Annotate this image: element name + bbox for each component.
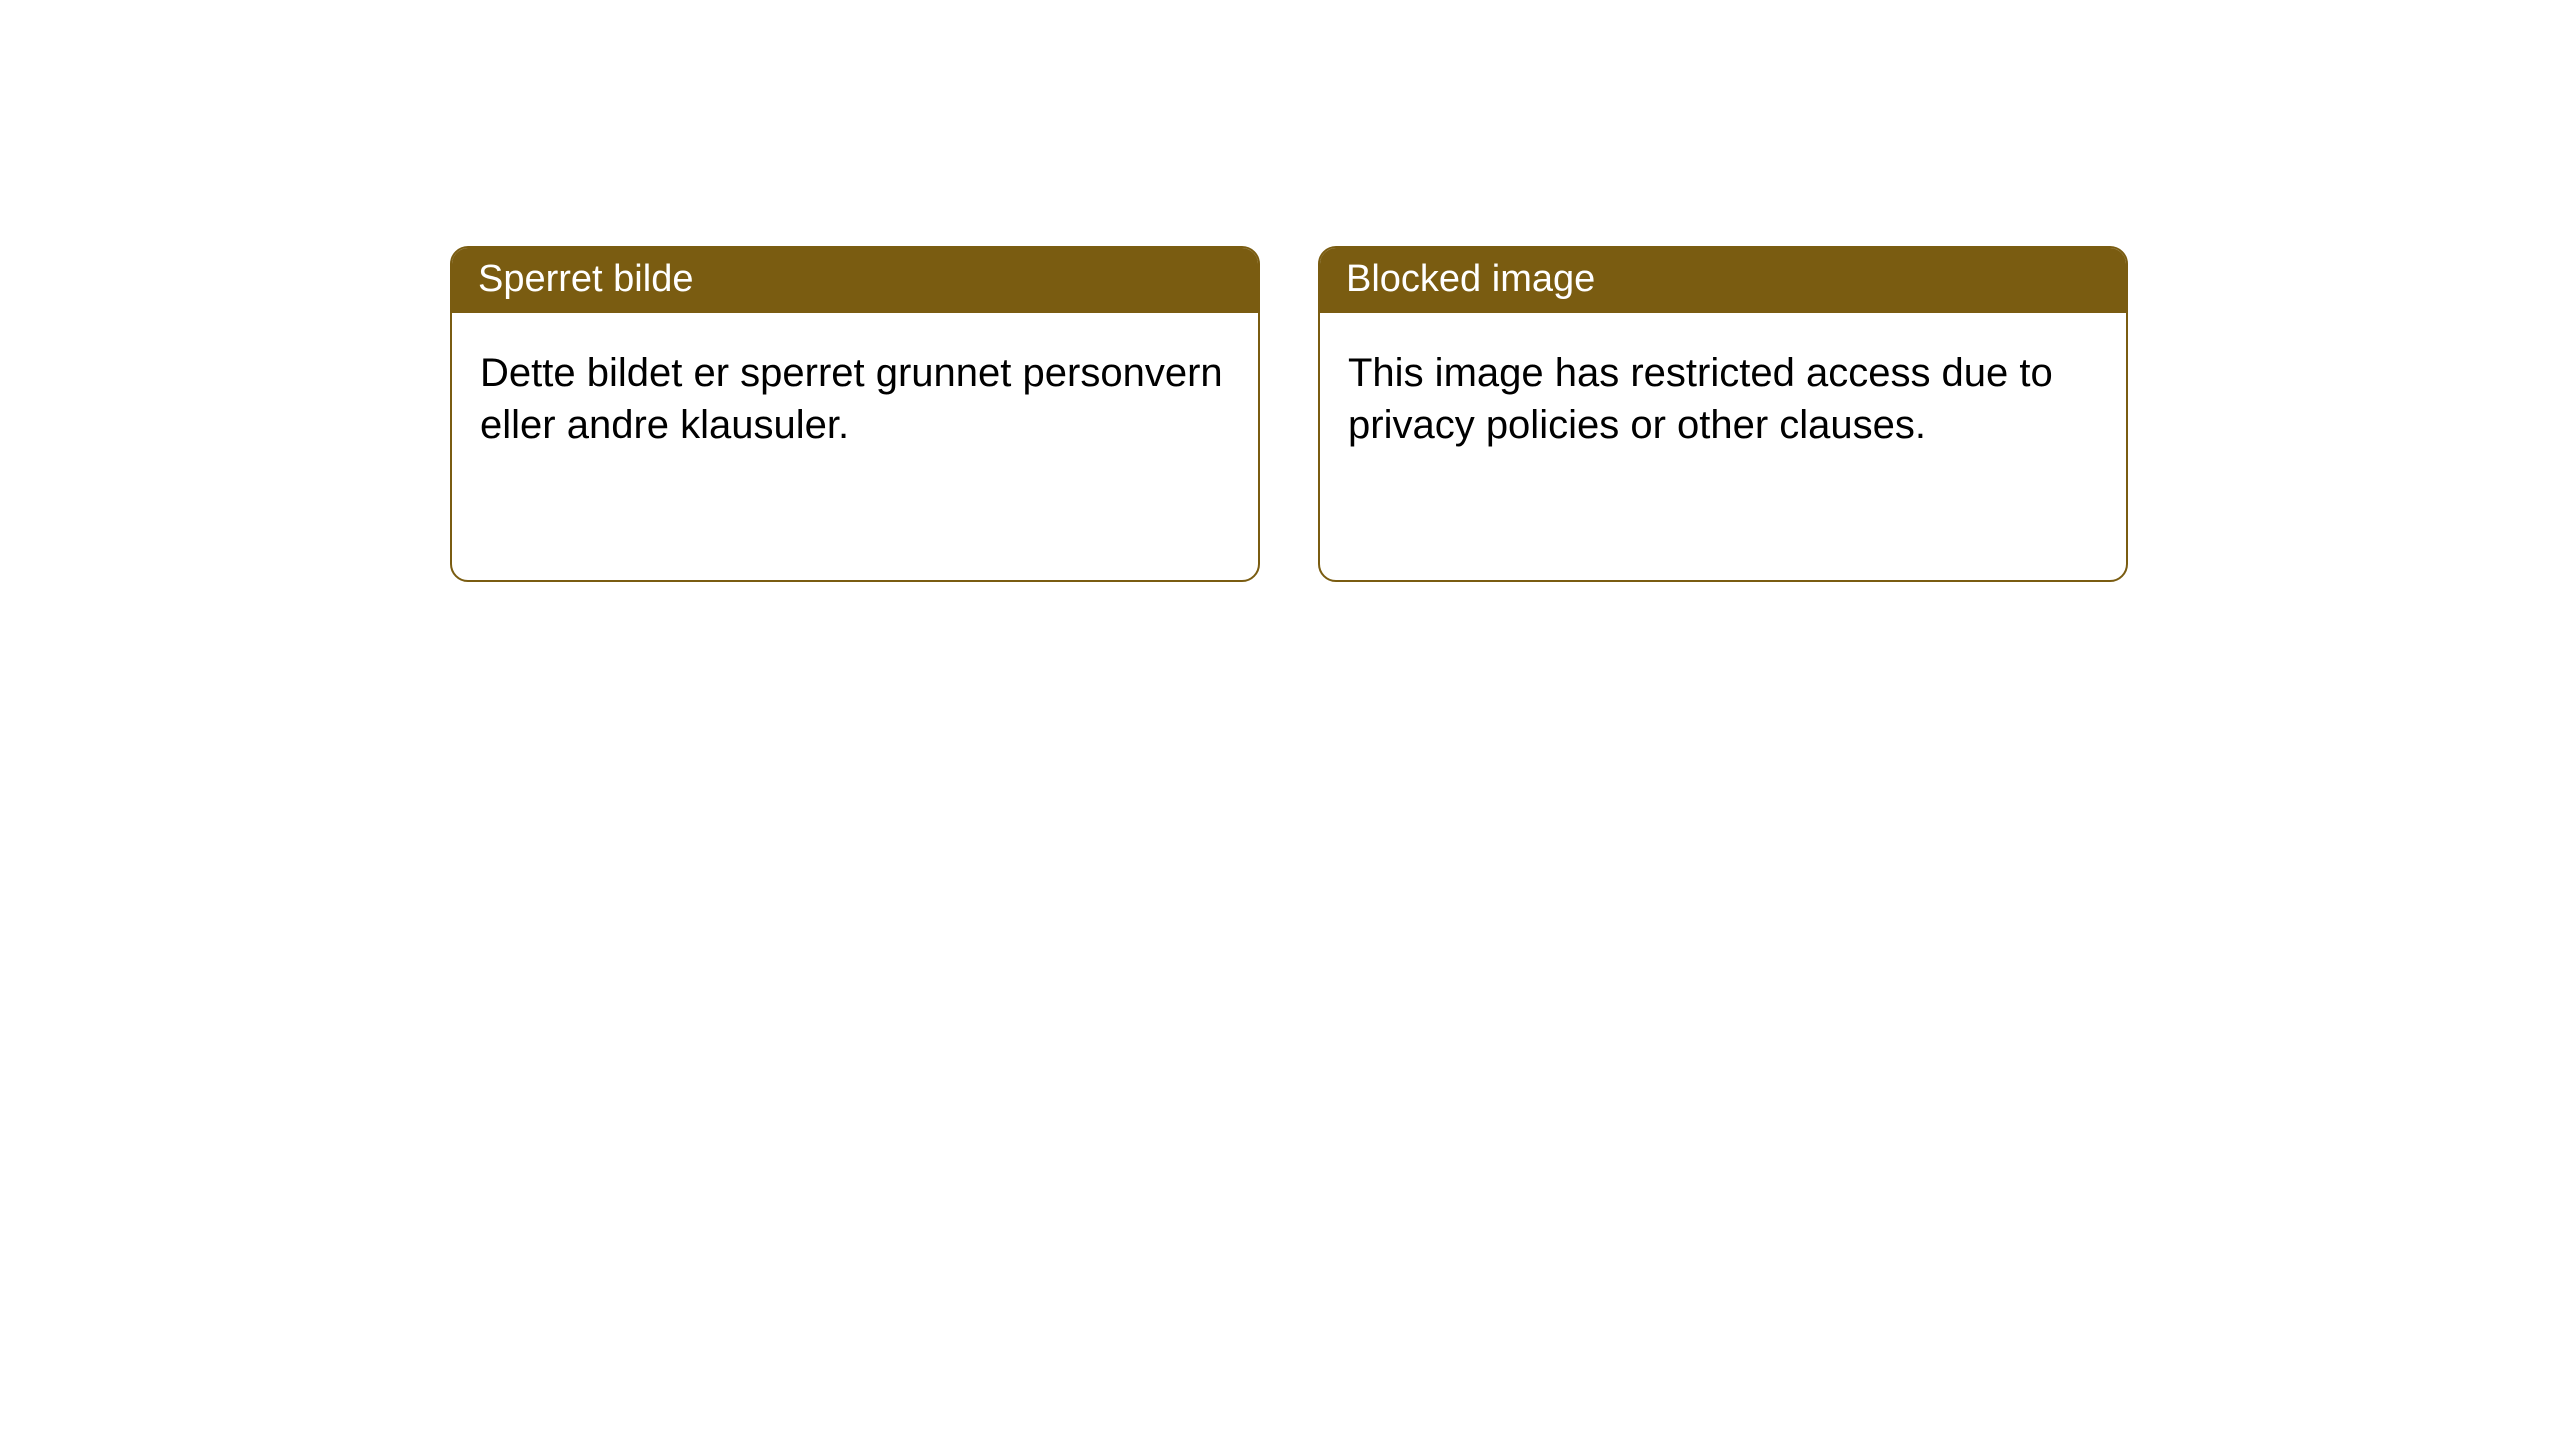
blocked-image-card-norwegian: Sperret bilde Dette bildet er sperret gr… bbox=[450, 246, 1260, 582]
cards-container: Sperret bilde Dette bildet er sperret gr… bbox=[0, 0, 2560, 582]
card-title-norwegian: Sperret bilde bbox=[452, 248, 1258, 313]
blocked-image-card-english: Blocked image This image has restricted … bbox=[1318, 246, 2128, 582]
card-body-norwegian: Dette bildet er sperret grunnet personve… bbox=[452, 313, 1258, 485]
card-title-english: Blocked image bbox=[1320, 248, 2126, 313]
card-body-english: This image has restricted access due to … bbox=[1320, 313, 2126, 485]
